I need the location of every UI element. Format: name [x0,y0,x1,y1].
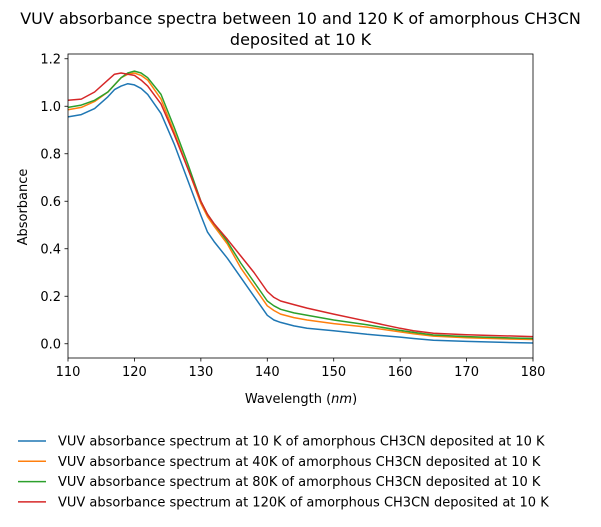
y-axis-label: Absorbance [16,169,31,246]
y-tick-label: 1.2 [40,52,61,67]
x-tick-label: 130 [188,365,213,380]
legend-label-1: VUV absorbance spectrum at 10 K of amorp… [58,435,545,450]
plot-frame [67,53,534,359]
y-axis-ticks: 0.0 0.2 0.4 0.6 0.8 1.0 1.2 [40,52,68,352]
plot-lines [67,70,534,344]
x-tick-label: 150 [321,365,346,380]
x-tick-label: 180 [521,365,546,380]
series-line-4 [67,72,534,338]
chart-subtitle: deposited at 10 K [230,30,372,49]
y-tick-label: 0.2 [40,290,61,305]
legend-label-2: VUV absorbance spectrum at 40K of amorph… [58,455,541,470]
chart-title: VUV absorbance spectra between 10 and 12… [20,9,581,28]
x-axis-label-suffix: ) [352,392,357,407]
y-tick-label: 0.0 [40,337,61,352]
x-tick-label: 160 [388,365,413,380]
x-tick-label: 120 [122,365,147,380]
series-line-3 [67,70,534,340]
y-tick-label: 0.4 [40,242,61,257]
legend-label-3: VUV absorbance spectrum at 80K of amorph… [58,475,541,490]
x-axis-label: Wavelength (nm) [245,392,357,407]
y-tick-label: 0.6 [40,195,61,210]
legend-label-4: VUV absorbance spectrum at 120K of amorp… [58,495,549,510]
x-tick-label: 140 [255,365,280,380]
x-axis-ticks: 110 120 130 140 150 160 170 180 [56,358,546,380]
x-axis-label-prefix: Wavelength ( [245,392,331,407]
y-tick-label: 1.0 [40,100,61,115]
x-tick-label: 110 [56,365,81,380]
x-tick-label: 170 [454,365,479,380]
series-line-1 [67,82,534,344]
legend: VUV absorbance spectrum at 10 K of amorp… [18,435,549,510]
y-tick-label: 0.8 [40,147,61,162]
series-line-2 [67,72,534,341]
x-axis-label-unit: nm [331,392,352,407]
